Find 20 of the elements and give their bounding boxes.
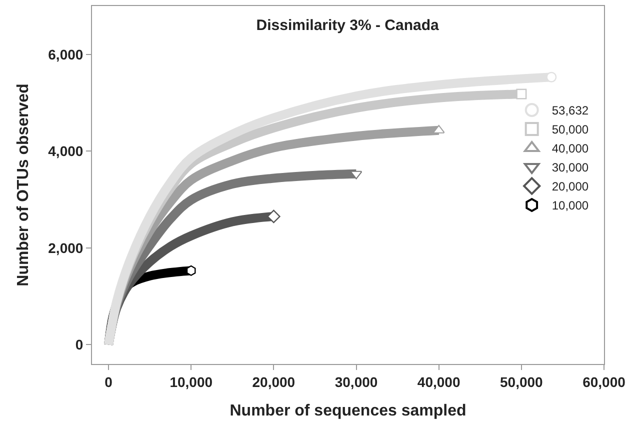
x-tick-label: 40,000 [417,374,460,390]
x-tick-label: 30,000 [334,374,378,390]
x-tick-label: 60,000 [582,374,626,390]
x-tick-label: 10,000 [170,374,213,390]
y-tick-label: 6,000 [48,46,84,62]
x-axis-title: Number of sequences sampled [230,402,466,420]
x-tick-label: 50,000 [500,374,544,390]
x-tick-label: 0 [104,374,113,390]
legend-label: 10,000 [552,198,589,213]
legend-label: 20,000 [552,180,589,194]
text: Dissimilarity 3% - Canada [256,16,440,34]
legend-label: 40,000 [552,142,589,156]
legend-label: 53,632 [552,104,589,118]
y-axis-title: Number of OTUs observed [15,84,32,286]
y-tick-label: 4,000 [48,143,84,160]
y-tick-label: 0 [75,336,84,353]
x-tick-label: 20,000 [252,374,296,390]
legend-label: 30,000 [552,160,589,175]
y-tick-label: 2,000 [48,240,84,256]
legend-label: 50,000 [552,122,589,137]
